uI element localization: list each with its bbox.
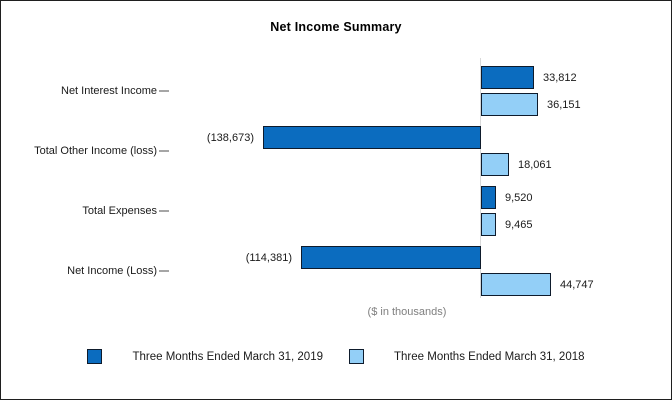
category-tick [159, 210, 169, 212]
bar-series2-cat2 [481, 153, 509, 176]
value-label: (114,381) [245, 251, 292, 264]
legend-item-series2: Three Months Ended March 31, 2018 [349, 349, 585, 364]
bar-series1-cat2 [263, 126, 481, 149]
category-label: Net Income (Loss) [67, 265, 157, 277]
bar-series2-cat3 [481, 213, 496, 236]
category-tick [159, 270, 169, 272]
legend-label: Three Months Ended March 31, 2019 [132, 350, 323, 363]
legend: Three Months Ended March 31, 2019 Three M… [1, 349, 671, 364]
bar-series1-cat3 [481, 186, 496, 209]
category-label: Total Expenses [82, 205, 157, 217]
legend-swatch-icon [87, 349, 103, 364]
category-label: Net Interest Income [61, 85, 157, 97]
value-label: 9,465 [505, 218, 533, 231]
zero-axis-line [480, 58, 481, 298]
legend-item-series1: Three Months Ended March 31, 2019 [87, 349, 323, 364]
value-label: 33,812 [543, 71, 577, 84]
bar-series2-cat4 [481, 273, 551, 296]
bar-series2-cat1 [481, 93, 538, 116]
bar-series1-cat1 [481, 66, 534, 89]
chart-title: Net Income Summary [270, 20, 402, 34]
category-tick [159, 150, 169, 152]
value-label: 36,151 [547, 98, 581, 111]
value-label: 18,061 [518, 158, 552, 171]
category-label: Total Other Income (loss) [34, 145, 157, 157]
category-tick [159, 90, 169, 92]
value-label: (138,673) [206, 131, 254, 144]
bar-series1-cat4 [301, 246, 481, 269]
value-label: 9,520 [505, 191, 533, 204]
legend-swatch-icon [349, 349, 364, 364]
legend-label: Three Months Ended March 31, 2018 [394, 350, 585, 363]
value-axis-note: ($ in thousands) [367, 306, 447, 318]
value-label: 44,747 [560, 278, 594, 291]
